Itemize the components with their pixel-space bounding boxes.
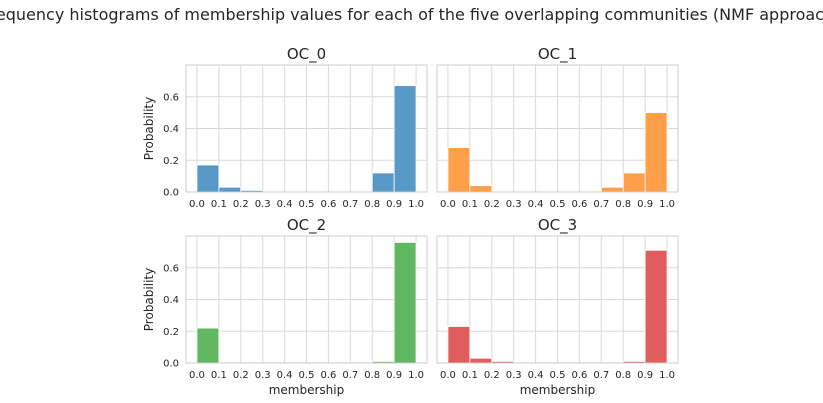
- histogram-bar: [393, 85, 417, 193]
- subplot-3: 0.0 0.1 0.2 0.3 0.4 0.5 0.6 0.7 0.8 0.9 1.0 OC_3mem…: [436, 216, 679, 397]
- x-tick-label: 0.0: [189, 199, 205, 210]
- x-tick-label: 0.5: [550, 199, 566, 210]
- x-tick-label: 0.2: [233, 370, 249, 381]
- y-tick-label: 0.2: [163, 156, 179, 167]
- histogram-bar: [371, 172, 395, 193]
- figure-title: Frequency histograms of membership value…: [0, 5, 823, 24]
- x-tick-label: 0.5: [299, 370, 315, 381]
- x-tick-label: 1.0: [659, 199, 675, 210]
- x-tick-label: 0.9: [637, 199, 653, 210]
- x-tick-label: 0.3: [506, 199, 522, 210]
- x-tick-label: 0.1: [462, 370, 478, 381]
- subplot-title: OC_2: [287, 216, 326, 235]
- x-tick-label: 0.3: [506, 370, 522, 381]
- x-tick-label: 0.6: [571, 199, 587, 210]
- y-axis-label: Probability: [142, 97, 156, 160]
- x-tick-label: 0.9: [386, 370, 402, 381]
- axes-frame: [185, 64, 428, 193]
- y-tick-label: 0.0: [163, 188, 179, 199]
- x-tick-label: 0.7: [593, 370, 609, 381]
- y-tick-label: 0.6: [163, 92, 179, 103]
- y-tick-label: 0.4: [163, 295, 179, 306]
- axes-frame: [436, 64, 679, 193]
- x-tick-label: 0.8: [364, 199, 380, 210]
- histogram-bar: [393, 241, 417, 364]
- x-tick-label: 0.1: [462, 199, 478, 210]
- x-tick-label: 0.2: [484, 370, 500, 381]
- subplot-1: 0.0 0.1 0.2 0.3 0.4 0.5 0.6 0.7 0.8 0.9 1.0 OC_1: [436, 45, 679, 210]
- x-tick-label: 0.9: [637, 370, 653, 381]
- subplot-title: OC_0: [287, 45, 326, 64]
- subplot-title: OC_1: [538, 45, 577, 64]
- histogram-bar: [447, 326, 471, 364]
- x-tick-label: 0.5: [550, 370, 566, 381]
- y-axis-label: Probability: [142, 268, 156, 331]
- y-tick-label: 0.4: [163, 124, 179, 135]
- histogram-bar: [218, 186, 242, 193]
- x-tick-label: 0.4: [528, 199, 544, 210]
- x-tick-label: 0.3: [255, 370, 271, 381]
- x-tick-label: 0.6: [320, 370, 336, 381]
- x-tick-label: 1.0: [659, 370, 675, 381]
- x-tick-label: 0.7: [342, 199, 358, 210]
- histogram-bar: [196, 164, 220, 193]
- x-tick-label: 0.7: [593, 199, 609, 210]
- x-tick-label: 0.0: [440, 370, 456, 381]
- histogram-bar: [600, 186, 624, 193]
- x-tick-label: 0.8: [615, 199, 631, 210]
- subplot-0: 0.0 0.1 0.2 0.3 0.4 0.5 0.6 0.7 0.8 0.9 1.0 0.0 0.2 0…: [142, 45, 428, 210]
- y-tick-label: 0.2: [163, 327, 179, 338]
- histogram-bar: [622, 172, 646, 193]
- x-tick-label: 0.0: [189, 370, 205, 381]
- x-tick-label: 0.3: [255, 199, 271, 210]
- axes-frame: [436, 235, 679, 364]
- subplot-2: 0.0 0.1 0.2 0.3 0.4 0.5 0.6 0.7 0.8 0.9 1.0 0.0 0.2 0…: [142, 216, 428, 397]
- x-tick-label: 0.6: [320, 199, 336, 210]
- x-tick-label: 0.9: [386, 199, 402, 210]
- subplot-title: OC_3: [538, 216, 577, 235]
- y-tick-label: 0.0: [163, 359, 179, 370]
- subplot-grid: 0.0 0.1 0.2 0.3 0.4 0.5 0.6 0.7 0.8 0.9 1.00.00.20…: [142, 45, 679, 397]
- x-tick-label: 1.0: [408, 370, 424, 381]
- x-tick-label: 0.2: [484, 199, 500, 210]
- x-tick-label: 0.8: [364, 370, 380, 381]
- x-tick-label: 0.2: [233, 199, 249, 210]
- x-tick-label: 0.7: [342, 370, 358, 381]
- histogram-bar: [196, 327, 220, 364]
- x-axis-label: membership: [269, 383, 345, 397]
- x-tick-label: 1.0: [408, 199, 424, 210]
- histogram-bar: [469, 185, 493, 193]
- histogram-bar: [644, 249, 668, 364]
- x-tick-label: 0.4: [528, 370, 544, 381]
- x-tick-label: 0.5: [299, 199, 315, 210]
- y-tick-label: 0.6: [163, 263, 179, 274]
- x-tick-label: 0.0: [440, 199, 456, 210]
- x-tick-label: 0.6: [571, 370, 587, 381]
- x-tick-label: 0.4: [277, 370, 293, 381]
- histogram-bar: [447, 147, 471, 193]
- axes-frame: [185, 235, 428, 364]
- x-axis-label: membership: [520, 383, 596, 397]
- histogram-bar: [644, 112, 668, 193]
- x-tick-label: 0.4: [277, 199, 293, 210]
- x-tick-label: 0.8: [615, 370, 631, 381]
- histogram-bar: [469, 357, 493, 364]
- x-tick-label: 0.1: [211, 199, 227, 210]
- x-tick-label: 0.1: [211, 370, 227, 381]
